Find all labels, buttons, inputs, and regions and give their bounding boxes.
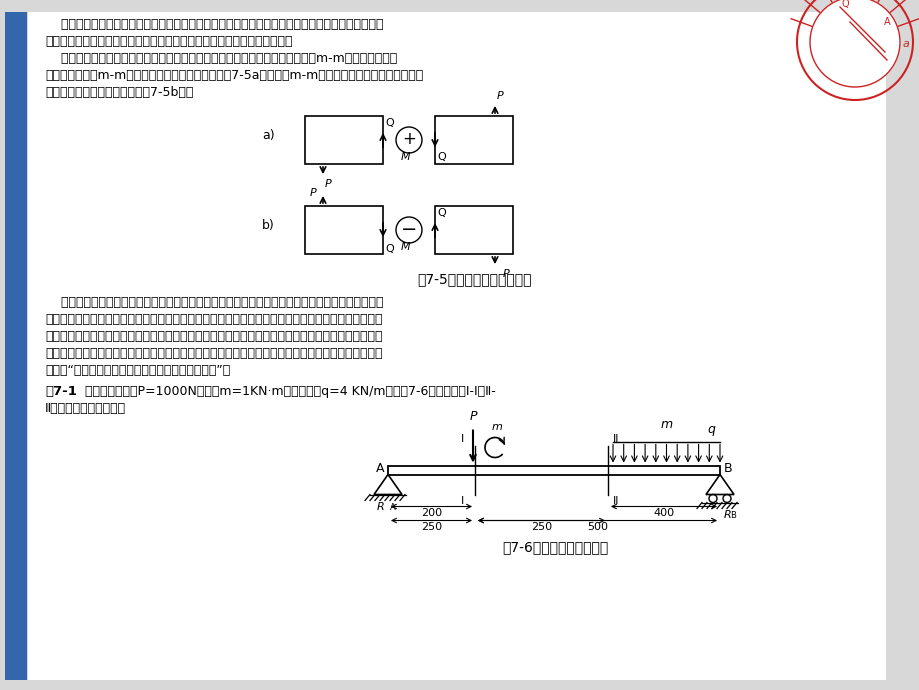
Text: Q: Q — [384, 244, 393, 254]
Text: 弯矩大小，等于截面一侧（左或右）梁上外力对该截面形心力矩的代数和。: 弯矩大小，等于截面一侧（左或右）梁上外力对该截面形心力矩的代数和。 — [45, 35, 292, 48]
Text: 梁内任一截面上的剪力大小，等于截面一侧（左或右）梁上所有外力的代数和；梁内任一截面上的: 梁内任一截面上的剪力大小，等于截面一侧（左或右）梁上所有外力的代数和；梁内任一截… — [45, 18, 383, 31]
Bar — [305, 116, 382, 164]
Text: 250: 250 — [421, 522, 442, 533]
Text: P: P — [310, 188, 316, 198]
Text: Ⅱ: Ⅱ — [613, 497, 618, 506]
Text: Ⅰ: Ⅰ — [460, 497, 464, 506]
Text: 算，所得数值的正负号都是一样的，由此确定外力的正负。计算剪力时，截面左侧向上的外力或截面右: 算，所得数值的正负号都是一样的，由此确定外力的正负。计算剪力时，截面左侧向上的外… — [45, 313, 382, 326]
Text: 图7-5剪力与弯矩的正负规定: 图7-5剪力与弯矩的正负规定 — [417, 272, 532, 286]
Text: 侧向下的外力取正值；反之取负值。计算弯矩时，截面左侧梁上外力对截面形心的力矩顺时针转向，截: 侧向下的外力取正值；反之取负值。计算弯矩时，截面左侧梁上外力对截面形心的力矩顺时… — [45, 330, 382, 343]
Text: 例7-1: 例7-1 — [45, 385, 77, 398]
Text: b): b) — [262, 219, 275, 232]
Text: Q: Q — [437, 208, 446, 218]
Circle shape — [809, 0, 899, 87]
Text: 200: 200 — [421, 509, 442, 518]
Text: A: A — [375, 462, 383, 475]
Text: a): a) — [262, 128, 275, 141]
Bar — [435, 116, 513, 164]
Bar — [305, 206, 382, 254]
Text: P: P — [324, 179, 332, 189]
Text: P: P — [496, 91, 504, 101]
Bar — [435, 206, 513, 254]
Text: 面上的弯矩为正；反之为负（图7-5b）。: 面上的弯矩为正；反之为负（图7-5b）。 — [45, 86, 193, 99]
Text: −: − — [401, 219, 416, 239]
Bar — [5, 12, 27, 680]
Text: M: M — [401, 242, 410, 252]
Text: A: A — [390, 502, 395, 511]
Text: 400: 400 — [652, 509, 674, 518]
Text: A: A — [883, 17, 890, 27]
Text: P: P — [503, 269, 509, 279]
Text: Ⅱ: Ⅱ — [613, 433, 618, 444]
Bar — [388, 466, 720, 475]
Circle shape — [395, 127, 422, 153]
Text: +: + — [402, 130, 415, 148]
Text: a: a — [902, 39, 909, 49]
Text: q: q — [707, 422, 714, 435]
Circle shape — [395, 217, 422, 243]
Text: 面右侧梁上外力对截面形心的力矩逆时针转向时取正值；反之，取负值。可将此规定归纳为一个简单的: 面右侧梁上外力对截面形心的力矩逆时针转向时取正值；反之，取负值。可将此规定归纳为… — [45, 347, 382, 360]
Text: R: R — [376, 502, 383, 513]
Text: R: R — [723, 511, 731, 520]
Text: 500: 500 — [586, 522, 607, 533]
Text: 简支梁受集中力P=1000N，力偶m=1KN·m，均布载荷q=4 KN/m，如图7-6所示，试求Ⅰ-Ⅰ和Ⅱ-: 简支梁受集中力P=1000N，力偶m=1KN·m，均布载荷q=4 KN/m，如图… — [85, 385, 495, 398]
Text: P: P — [469, 411, 476, 424]
Text: m: m — [491, 422, 502, 431]
Text: m: m — [660, 419, 672, 431]
Text: 口诀：“左上右下，剪力为正；左顺右逆，弯矩为正”。: 口诀：“左上右下，剪力为正；左顺右逆，弯矩为正”。 — [45, 364, 230, 377]
Text: 错动时，则截面m-m上的剪力为正；反之，为负（图7-5a）。截面m-m处弯曲变形向下凸起时，则横截: 错动时，则截面m-m上的剪力为正；反之，为负（图7-5a）。截面m-m处弯曲变形… — [45, 69, 423, 82]
Text: B: B — [729, 511, 735, 520]
Text: 和前面计算轴力和扭矩一样，剪力和弯矩的正负也按梁的变形来确定。即截面m-m左段对右段向上: 和前面计算轴力和扭矩一样，剪力和弯矩的正负也按梁的变形来确定。即截面m-m左段对… — [45, 52, 397, 65]
Text: Q: Q — [437, 152, 446, 162]
Text: 250: 250 — [530, 522, 551, 533]
Text: Q: Q — [384, 118, 393, 128]
Text: Ⅰ: Ⅰ — [460, 433, 464, 444]
Text: Ⅱ截面上的剪力和弯矩。: Ⅱ截面上的剪力和弯矩。 — [45, 402, 126, 415]
Text: Q: Q — [840, 0, 848, 9]
Text: 图7-6受载荷作用的简支梁: 图7-6受载荷作用的简支梁 — [502, 540, 607, 555]
Text: 根据上述剪力和弯矩的正负规定，任一截面上的剪力和弯矩无论用这个截面左侧和右侧的外力来计: 根据上述剪力和弯矩的正负规定，任一截面上的剪力和弯矩无论用这个截面左侧和右侧的外… — [45, 296, 383, 309]
Text: M: M — [401, 152, 410, 162]
Text: B: B — [723, 462, 732, 475]
